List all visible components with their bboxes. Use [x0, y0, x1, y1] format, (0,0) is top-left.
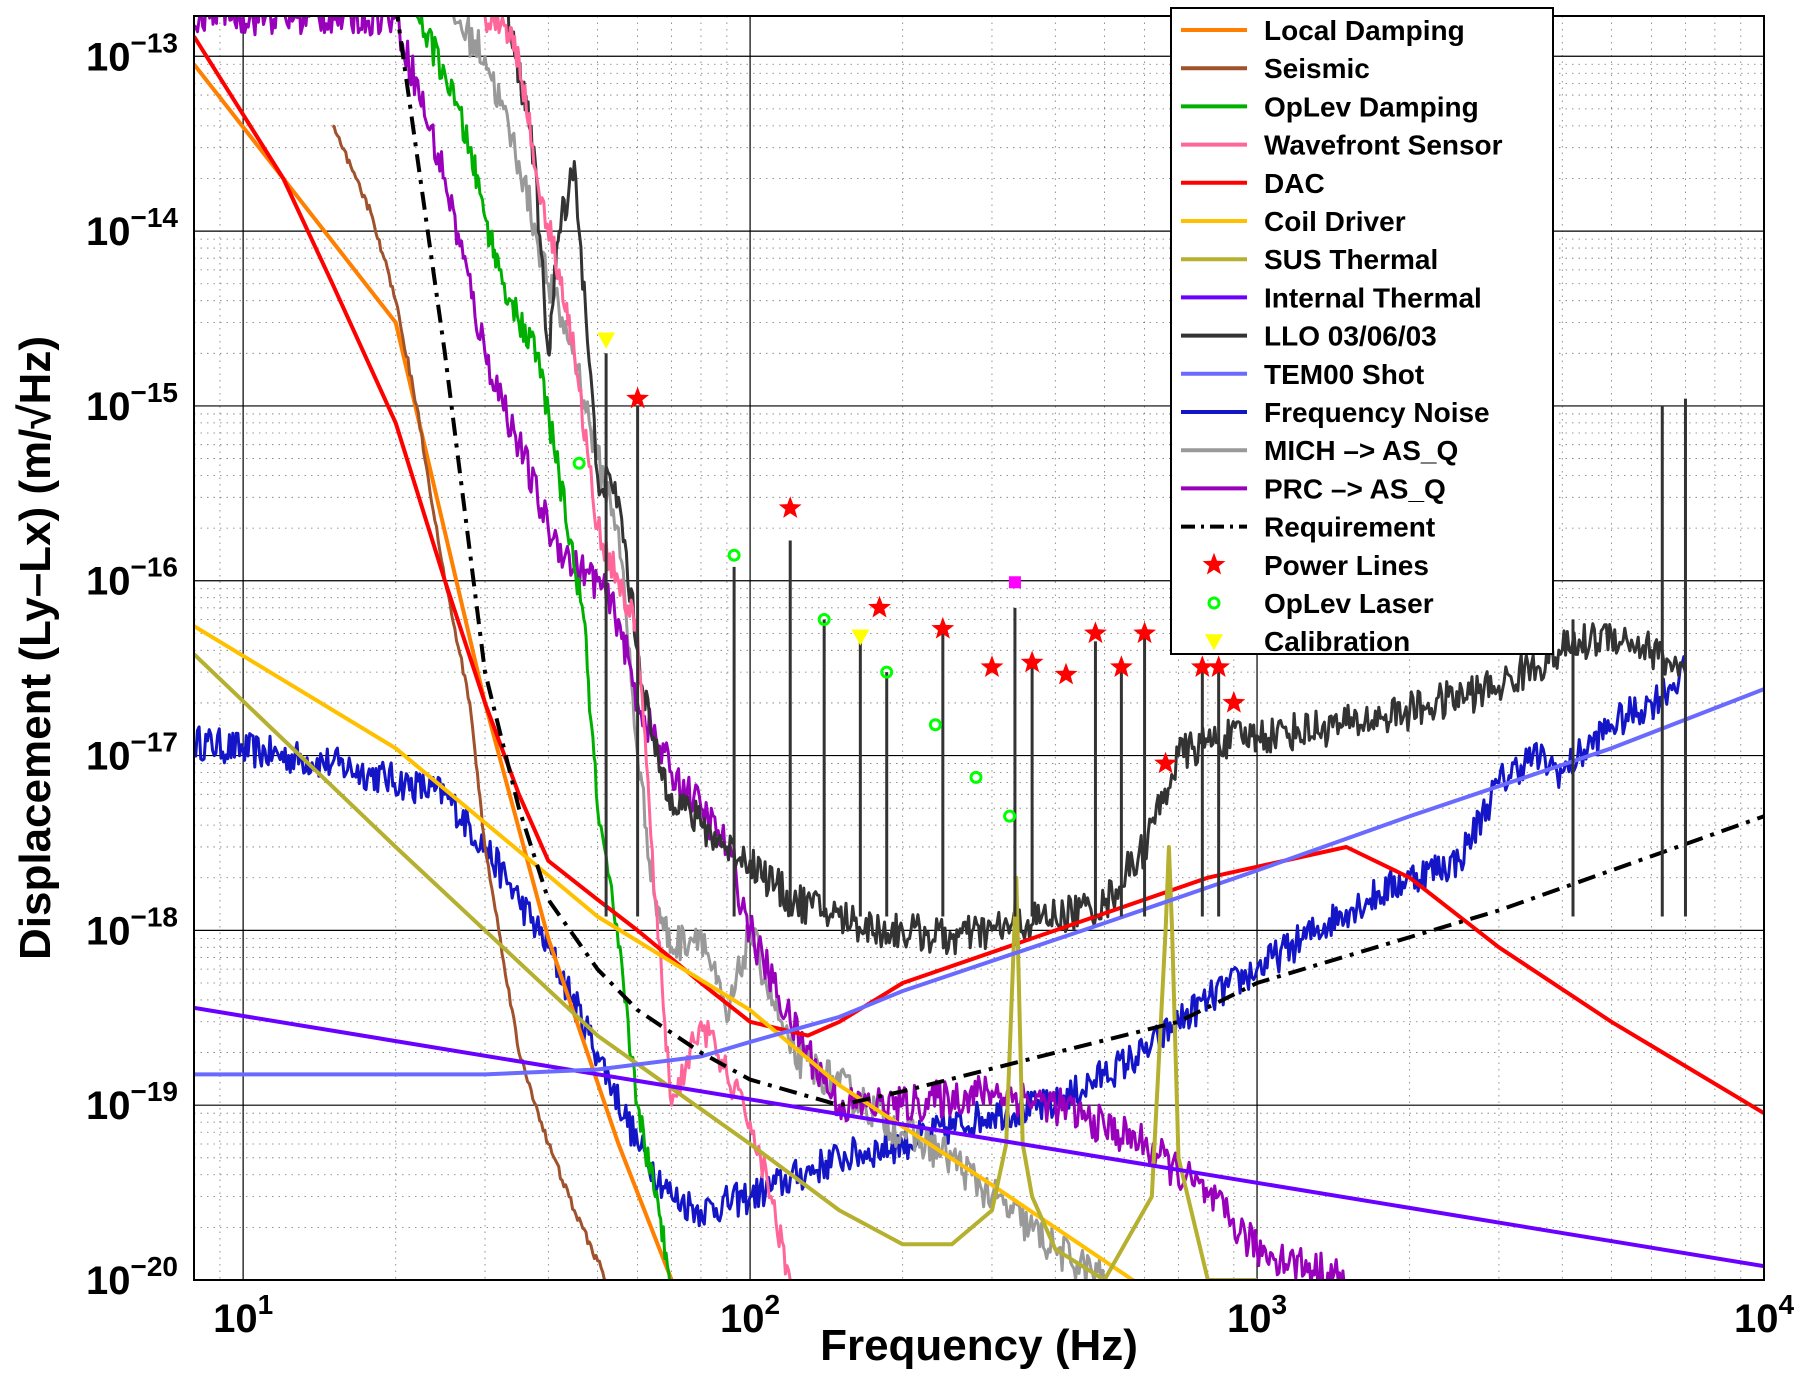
y-tick-label: 10−13 — [86, 27, 178, 79]
series-line-wavefront-sensor — [483, 16, 792, 1280]
marker-star — [1020, 650, 1044, 673]
y-tick-label: 10−14 — [86, 202, 178, 254]
series-line-frequency-noise — [194, 655, 1687, 1228]
marker-circle — [727, 548, 741, 562]
tick-labels: 101 102 103 104 10−20 10−19 10−18 10−17 10−16 10−… — [86, 27, 1794, 1341]
marker-star — [1190, 655, 1214, 677]
x-tick-label: 103 — [1227, 1289, 1287, 1341]
marker-star — [868, 595, 891, 618]
marker-star — [1133, 621, 1156, 644]
legend: Local Damping Seismic OpLev Damping Wavefro… — [1170, 7, 1554, 657]
series-line-llo-03-06-03 — [506, 16, 1687, 956]
series-line-seismic — [331, 124, 607, 1280]
series-layer — [194, 16, 1764, 1280]
legend-box — [1170, 7, 1554, 655]
y-tick-label: 10−17 — [86, 727, 178, 779]
legend-label: TEM00 Shot — [1264, 359, 1424, 390]
marker-star — [1054, 662, 1078, 685]
y-tick-label: 10−15 — [86, 377, 178, 429]
marker-star — [1202, 552, 1226, 575]
legend-label: Internal Thermal — [1264, 282, 1482, 313]
legend-label: LLO 03/06/03 — [1264, 321, 1437, 352]
series-line-coil-driver — [194, 624, 1137, 1280]
marker-layer — [572, 332, 1246, 823]
y-tick-label: 10−18 — [86, 901, 178, 953]
x-axis-title: Frequency (Hz) — [820, 1321, 1138, 1370]
y-tick-label: 10−20 — [86, 1251, 178, 1303]
legend-label: Power Lines — [1264, 550, 1429, 581]
marker-star — [1154, 751, 1177, 774]
series-line-internal-thermal — [194, 1005, 1764, 1269]
marker-circle — [880, 665, 894, 679]
legend-label: OpLev Laser — [1264, 588, 1434, 619]
marker-star — [980, 655, 1004, 677]
legend-label: Local Damping — [1264, 15, 1465, 46]
plot-frame — [193, 15, 1765, 1281]
x-tick-label: 104 — [1734, 1289, 1795, 1341]
marker-triangle — [597, 332, 616, 349]
marker-circle — [572, 456, 586, 470]
marker-circle — [1207, 596, 1221, 610]
legend-label: Coil Driver — [1264, 206, 1406, 237]
series-line-dac — [194, 35, 1764, 1115]
y-axis-title: Displacement (Ly–Lx) (m/√Hz) — [11, 336, 60, 960]
y-tick-label: 10−16 — [86, 552, 178, 604]
series-line-tem00-shot — [194, 687, 1764, 1077]
legend-label: SUS Thermal — [1264, 244, 1438, 275]
legend-label: Requirement — [1264, 512, 1435, 543]
marker-circle — [817, 613, 831, 627]
marker-circle — [1003, 809, 1017, 823]
marker-star — [778, 496, 802, 518]
legend-label: DAC — [1264, 168, 1325, 199]
legend-label: OpLev Damping — [1264, 91, 1479, 122]
legend-label: PRC –> AS_Q — [1264, 473, 1446, 504]
marker-star — [931, 616, 955, 639]
marker-circle — [928, 718, 942, 732]
marker-star — [1110, 655, 1133, 677]
marker-star — [1084, 621, 1107, 644]
y-tick-label: 10−19 — [86, 1076, 178, 1128]
marker-star — [626, 386, 649, 409]
legend-label: Wavefront Sensor — [1264, 130, 1503, 161]
series-line-requirement — [395, 16, 1764, 1108]
marker-star — [1222, 690, 1246, 713]
marker-triangle — [1205, 634, 1223, 651]
x-tick-label: 101 — [213, 1289, 273, 1341]
marker-star — [1207, 655, 1231, 677]
x-tick-label: 102 — [720, 1289, 780, 1341]
marker-square — [1008, 576, 1021, 589]
legend-label: Seismic — [1264, 53, 1370, 84]
marker-triangle — [851, 629, 870, 646]
legend-label: MICH –> AS_Q — [1264, 435, 1458, 466]
legend-label: Frequency Noise — [1264, 397, 1490, 428]
legend-label: Calibration — [1264, 626, 1410, 657]
marker-circle — [969, 770, 983, 784]
